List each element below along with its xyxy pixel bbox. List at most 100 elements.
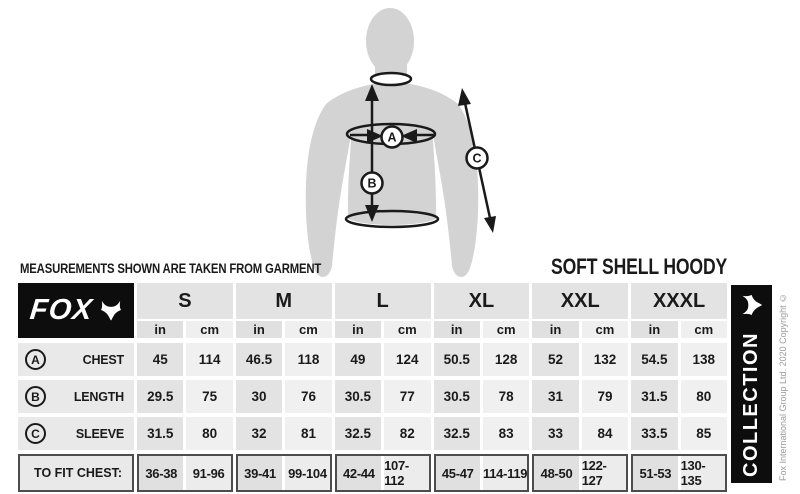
fit-xl-cm: 114-119 <box>482 456 528 490</box>
marker-c-circle <box>465 146 489 170</box>
cell-length-l-cm: 77 <box>384 380 431 413</box>
unit-header-in: in <box>235 321 283 338</box>
size-header-xxxl: XXXL <box>631 283 727 319</box>
cell-chest-xxl-cm: 132 <box>581 343 629 376</box>
cell-sleeve-s-cm: 80 <box>186 417 233 450</box>
cell-length-xl-in: 30.5 <box>433 380 480 413</box>
cell-sleeve-m-cm: 81 <box>285 417 332 450</box>
row-label-cell: B LENGTH <box>18 380 134 413</box>
length-arrowhead-down <box>365 205 379 222</box>
cell-length-xl-cm: 78 <box>482 380 530 413</box>
brand-logo-cell: FOX <box>18 283 134 338</box>
fit-group-xl: 45-47 114-119 <box>433 454 530 492</box>
fox-wordmark: FOX <box>28 294 95 326</box>
fit-xl-in: 45-47 <box>435 456 480 490</box>
cell-chest-xxl-in: 52 <box>532 343 579 376</box>
chest-arrowhead-right <box>401 129 417 143</box>
marker-c-label: C <box>472 152 481 166</box>
row-label: SLEEVE <box>75 426 124 441</box>
size-header-l: L <box>334 283 431 319</box>
unit-header-cm: cm <box>680 321 727 338</box>
table-header: FOX S M L XL XXL XXXL in cm in cm in cm … <box>18 283 727 338</box>
diagram-markers: A B C <box>360 125 489 195</box>
table-row-length: B LENGTH 29.5 75 30 76 30.5 77 30.5 78 3… <box>18 380 727 413</box>
hem-ellipse <box>344 209 440 229</box>
cell-length-s-in: 29.5 <box>137 380 184 413</box>
table-row-fit-chest: TO FIT CHEST: 36-38 91-96 39-41 99-104 4… <box>18 454 727 492</box>
marker-b-badge: B <box>25 386 46 407</box>
fit-group-xxxl: 51-53 130-135 <box>631 454 727 492</box>
cell-chest-xxxl-cm: 138 <box>680 343 727 376</box>
cell-chest-l-in: 49 <box>334 343 382 376</box>
arrowheads <box>365 84 496 233</box>
fit-s-cm: 91-96 <box>186 456 231 490</box>
sleeve-arrowhead-top <box>458 88 471 106</box>
unit-header-cm: cm <box>482 321 530 338</box>
size-header-xl: XL <box>433 283 530 319</box>
fit-xxl-in: 48-50 <box>534 456 579 490</box>
cell-sleeve-xxxl-in: 33.5 <box>631 417 678 450</box>
length-arrowhead-up <box>365 84 379 101</box>
unit-header-cm: cm <box>384 321 431 338</box>
table-row-sleeve: C SLEEVE 31.5 80 32 81 32.5 82 32.5 83 3… <box>18 417 727 450</box>
unit-header-cm: cm <box>186 321 233 338</box>
cell-length-xxl-in: 31 <box>532 380 579 413</box>
collection-bar: COLLECTION <box>731 285 772 483</box>
cell-chest-s-cm: 114 <box>186 343 233 376</box>
cell-length-m-in: 30 <box>235 380 283 413</box>
fox-head-icon <box>100 300 121 321</box>
marker-a-circle <box>380 125 404 149</box>
unit-header-in: in <box>334 321 382 338</box>
cell-sleeve-xl-in: 32.5 <box>433 417 480 450</box>
cell-chest-m-cm: 118 <box>285 343 332 376</box>
size-table: FOX S M L XL XXL XXXL in cm in cm in cm … <box>18 283 727 492</box>
marker-c-badge: C <box>25 423 46 444</box>
fit-chest-label: TO FIT CHEST: <box>18 454 134 492</box>
collar-ellipse <box>369 71 413 87</box>
cell-sleeve-s-in: 31.5 <box>137 417 184 450</box>
cell-sleeve-l-in: 32.5 <box>334 417 382 450</box>
cell-sleeve-xl-cm: 83 <box>482 417 530 450</box>
unit-header-cm: cm <box>581 321 629 338</box>
collection-label: COLLECTION <box>740 332 762 477</box>
row-label-cell: A CHEST <box>18 343 134 376</box>
size-header-xxl: XXL <box>532 283 629 319</box>
fit-xxl-cm: 122-127 <box>581 456 627 490</box>
fit-group-xxl: 48-50 122-127 <box>532 454 629 492</box>
marker-b-label: B <box>367 177 376 191</box>
cell-sleeve-l-cm: 82 <box>384 417 431 450</box>
fit-group-l: 42-44 107-112 <box>334 454 431 492</box>
cell-chest-m-in: 46.5 <box>235 343 283 376</box>
cell-sleeve-xxl-cm: 84 <box>581 417 629 450</box>
marker-a-badge: A <box>25 349 46 370</box>
product-title: SOFT SHELL HOODY <box>550 254 727 279</box>
chest-arrowhead-left <box>367 129 383 143</box>
cell-length-xxxl-cm: 80 <box>680 380 727 413</box>
fit-xxxl-in: 51-53 <box>633 456 678 490</box>
fox-head-icon <box>741 294 762 316</box>
cell-sleeve-xxl-in: 33 <box>532 417 579 450</box>
cell-chest-xl-cm: 128 <box>482 343 530 376</box>
fit-l-in: 42-44 <box>336 456 382 490</box>
sleeve-arrowhead-bottom <box>484 216 496 233</box>
row-label: LENGTH <box>73 389 124 404</box>
cell-chest-l-cm: 124 <box>384 343 431 376</box>
fit-m-in: 39-41 <box>237 456 283 490</box>
size-header-s: S <box>137 283 233 319</box>
table-row-chest: A CHEST 45 114 46.5 118 49 124 50.5 128 … <box>18 343 727 376</box>
copyright-text: Fox International Group Ltd. 2020 Copyri… <box>778 292 788 481</box>
unit-header-in: in <box>631 321 678 338</box>
cell-length-xxxl-in: 31.5 <box>631 380 678 413</box>
unit-header-cm: cm <box>285 321 332 338</box>
fit-m-cm: 99-104 <box>285 456 330 490</box>
measurements-note: MEASUREMENTS SHOWN ARE TAKEN FROM GARMEN… <box>20 261 322 276</box>
fit-group-s: 36-38 91-96 <box>137 454 233 492</box>
cell-chest-xxxl-in: 54.5 <box>631 343 678 376</box>
unit-header-in: in <box>532 321 579 338</box>
fit-l-cm: 107-112 <box>384 456 429 490</box>
size-header-m: M <box>235 283 332 319</box>
cell-length-l-in: 30.5 <box>334 380 382 413</box>
unit-header-in: in <box>137 321 184 338</box>
cell-chest-s-in: 45 <box>137 343 184 376</box>
